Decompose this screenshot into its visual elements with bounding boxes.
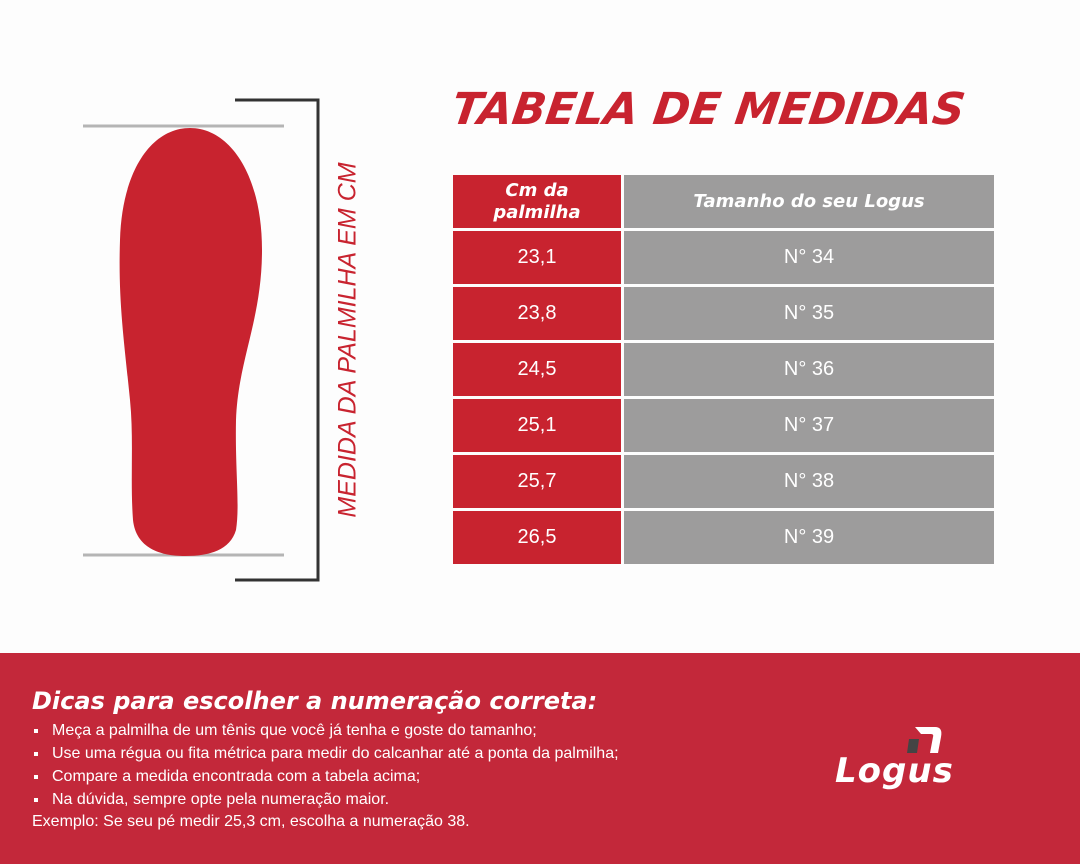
tips: Dicas para escolher a numeração correta:… xyxy=(32,687,619,833)
size-cell: N° 38 xyxy=(624,455,994,508)
tips-example: Exemplo: Se seu pé medir 25,3 cm, escolh… xyxy=(32,813,470,830)
tip-item: Na dúvida, sempre opte pela numeração ma… xyxy=(32,788,619,811)
cm-cell: 23,8 xyxy=(453,287,621,340)
table-row: 24,5 N° 36 xyxy=(453,343,994,396)
table-row: 26,5 N° 39 xyxy=(453,511,994,564)
logo-icon-block xyxy=(907,739,919,753)
logo-icon xyxy=(907,727,942,753)
cm-cell: 25,1 xyxy=(453,399,621,452)
cm-cell: 25,7 xyxy=(453,455,621,508)
cm-cell: 23,1 xyxy=(453,231,621,284)
header-cell: Tamanho do seu Logus xyxy=(624,175,994,228)
insole xyxy=(119,128,262,556)
tip-item: Compare a medida encontrada com a tabela… xyxy=(32,765,619,788)
table-body: Cm da palmilha Tamanho do seu Logus 23,1 N°… xyxy=(453,175,994,564)
size-cell: N° 37 xyxy=(624,399,994,452)
cm-cell: 26,5 xyxy=(453,511,621,564)
size-cell: N° 34 xyxy=(624,231,994,284)
table-row: 25,1 N° 37 xyxy=(453,399,994,452)
header-row: Cm da palmilha Tamanho do seu Logus xyxy=(453,175,994,228)
table-row: 23,1 N° 34 xyxy=(453,231,994,284)
size-cell: N° 36 xyxy=(624,343,994,396)
size-cell: N° 35 xyxy=(624,287,994,340)
size-table: Cm da palmilha Tamanho do seu Logus 23,1 N°… xyxy=(450,172,997,567)
measure-bracket xyxy=(235,98,320,582)
table-row: 23,8 N° 35 xyxy=(453,287,994,340)
tip-item: Meça a palmilha de um tênis que você já … xyxy=(32,719,619,742)
logo-icon-arc xyxy=(915,727,942,753)
insole-illustration xyxy=(83,98,320,582)
tips-list: Meça a palmilha de um tênis que você já … xyxy=(32,719,619,811)
cm-cell: 24,5 xyxy=(453,343,621,396)
tips-heading: Dicas para escolher a numeração correta: xyxy=(32,687,598,715)
logo: Logus xyxy=(835,725,1010,795)
table-row: 25,7 N° 38 xyxy=(453,455,994,508)
title: TABELA DE MEDIDAS xyxy=(448,84,969,135)
header-cell: Cm da palmilha xyxy=(453,175,621,228)
size-cell: N° 39 xyxy=(624,511,994,564)
side-label: MEDIDA DA PALMILHA EM CM xyxy=(333,162,362,518)
tip-item: Use uma régua ou fita métrica para medir… xyxy=(32,742,619,765)
tips-band: Dicas para escolher a numeração correta:… xyxy=(0,653,1080,864)
logo-text: Logus xyxy=(835,751,954,791)
